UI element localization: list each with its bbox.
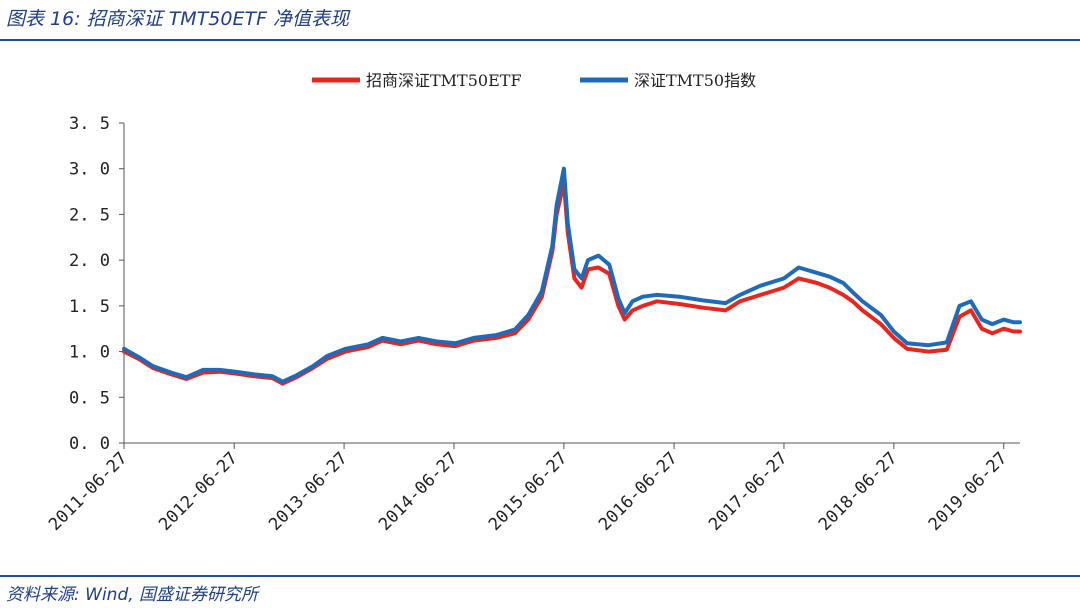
title-divider [0, 39, 1080, 41]
x-tick-label: 2014-06-27 [375, 448, 462, 535]
y-tick-label: 3. 0 [69, 160, 110, 180]
y-tick-label: 2. 0 [69, 251, 110, 271]
x-tick-label: 2011-06-27 [45, 448, 132, 535]
source-note: 资料来源: Wind, 国盛证券研究所 [6, 585, 259, 605]
x-tick-label: 2013-06-27 [265, 448, 352, 535]
x-tick-label: 2018-06-27 [815, 448, 902, 535]
figure-title: 图表 16: 招商深证 TMT50ETF 净值表现 [6, 8, 350, 30]
series-line-2 [122, 166, 1022, 384]
legend-label-1: 招商深证TMT50ETF [366, 71, 522, 90]
x-tick-label: 2016-06-27 [595, 448, 682, 535]
source-divider [0, 575, 1080, 577]
y-axis: 0. 0 0. 5 1. 0 1. 5 2. 0 2. 5 3. 0 3. 5 [69, 114, 125, 454]
y-tick-label: 0. 5 [69, 388, 110, 408]
y-tick-label: 0. 0 [69, 434, 110, 454]
chart-legend: 招商深证TMT50ETF 深证TMT50指数 [312, 71, 756, 90]
x-tick-label: 2017-06-27 [705, 448, 792, 535]
y-tick-label: 3. 5 [69, 114, 110, 134]
series-lines [122, 166, 1022, 386]
x-tick-label: 2015-06-27 [485, 448, 572, 535]
y-tick-label: 2. 5 [69, 205, 110, 225]
series-line-1 [122, 180, 1022, 386]
x-tick-label: 2019-06-27 [925, 448, 1012, 535]
legend-label-2: 深证TMT50指数 [634, 71, 756, 90]
y-tick-label: 1. 5 [69, 297, 110, 317]
line-chart: 招商深证TMT50ETF 深证TMT50指数 0. 0 0. 5 1. 0 1. 5 2.… [45, 71, 1022, 535]
x-axis: 2011-06-27 2012-06-27 2013-06-27 2014-06-27… [45, 442, 1020, 535]
x-tick-label: 2012-06-27 [155, 448, 242, 535]
y-tick-label: 1. 0 [69, 343, 110, 363]
